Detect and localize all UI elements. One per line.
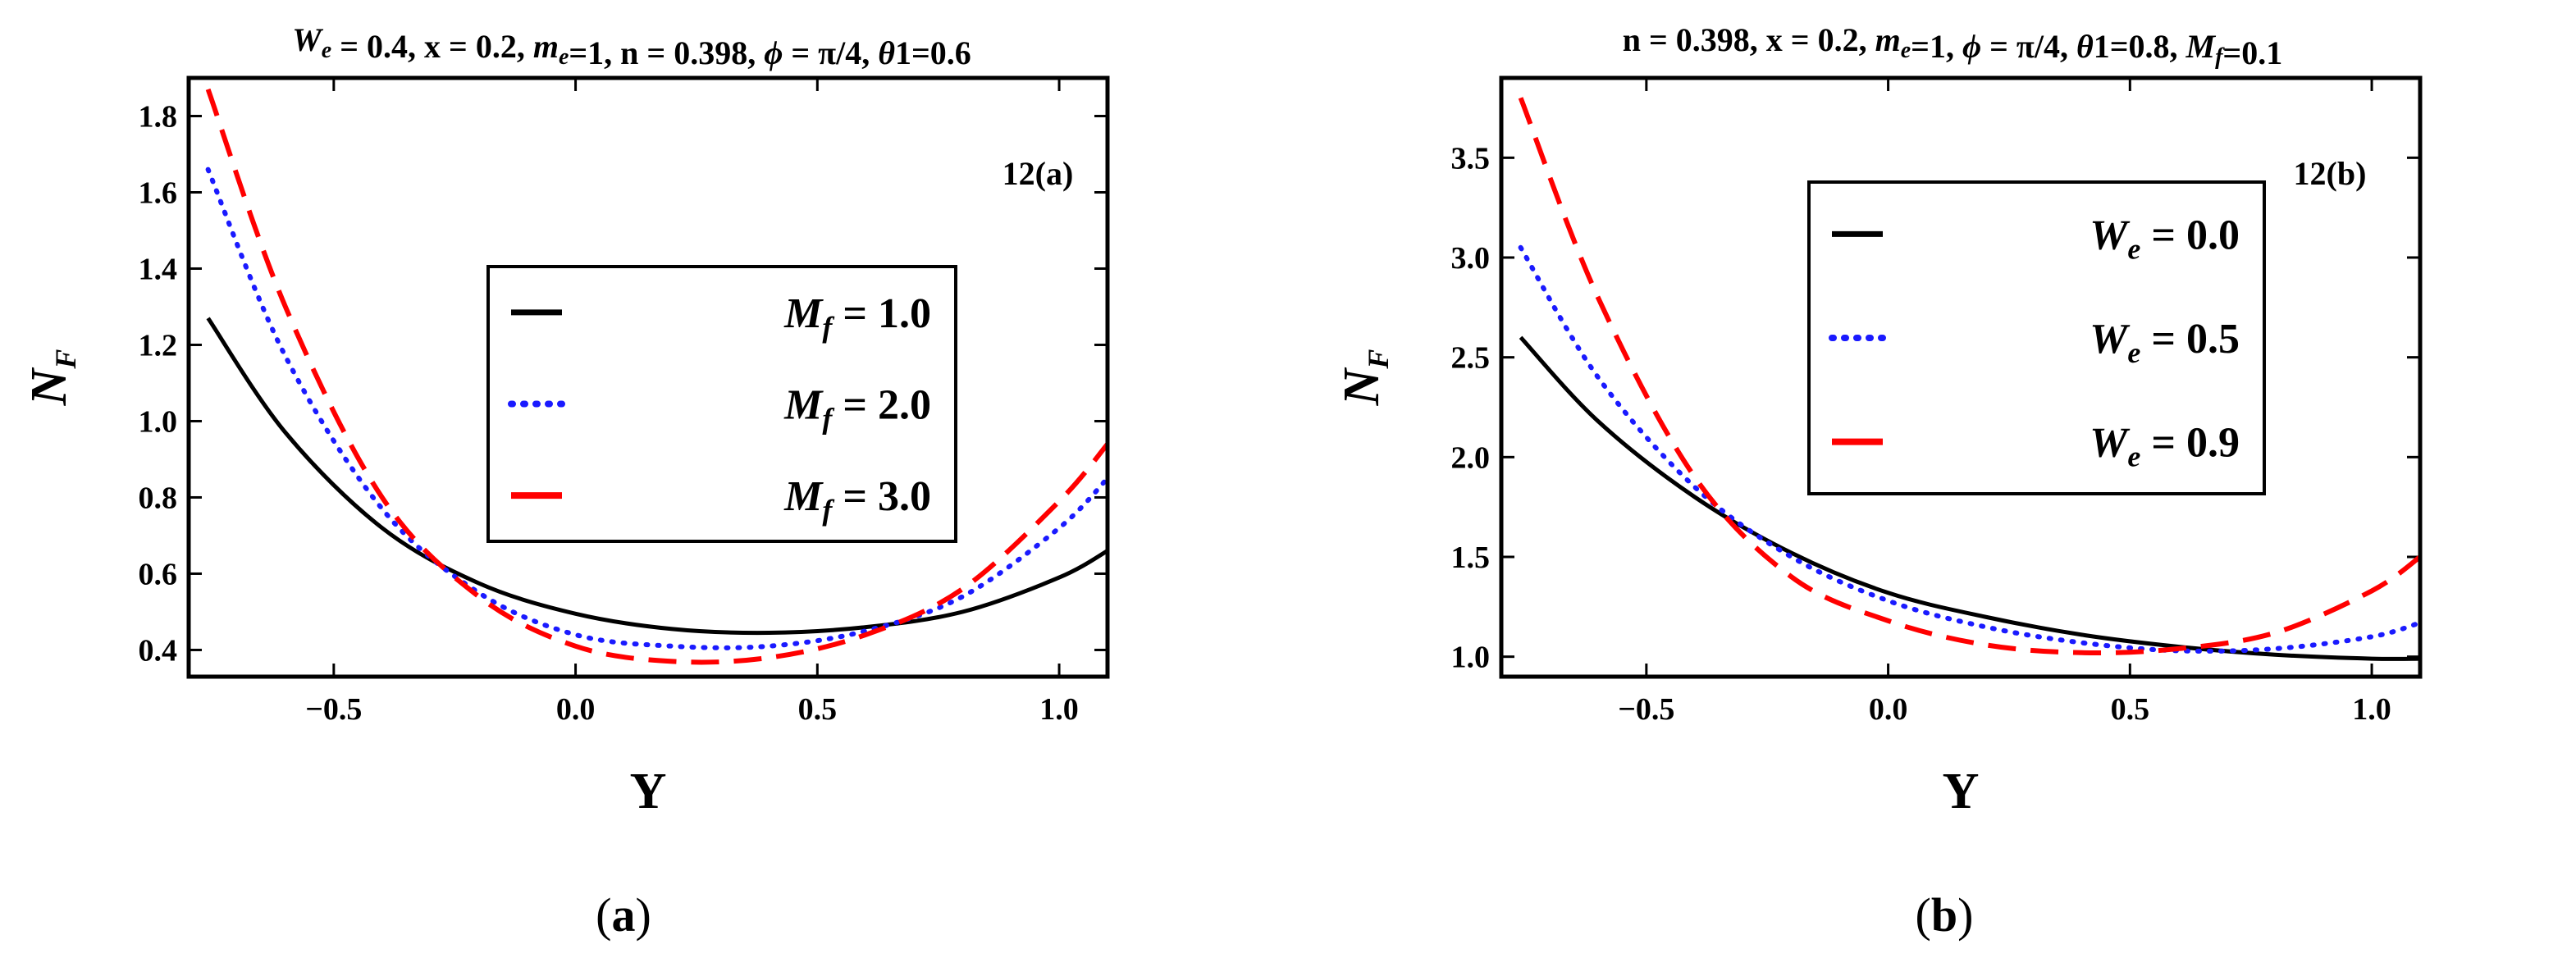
legend-symbol-sub: f [822, 311, 834, 344]
y-tick-label: 0.4 [139, 633, 178, 668]
series-line-1 [206, 317, 1108, 636]
y-tick-label: 1.4 [139, 252, 178, 286]
x-axis-label: Y [1943, 764, 1980, 819]
title-part: =1, n = 0.398, [569, 34, 764, 71]
title-part: = π/4, [783, 34, 878, 71]
legend-value: = 2.0 [832, 382, 931, 429]
y-tick-label: 1.2 [139, 328, 178, 363]
title-part: = π/4, [1981, 28, 2076, 65]
title-part: n = 0.398, x = 0.2, [1623, 21, 1875, 58]
legend: Mf = 1.0Mf = 2.0Mf = 3.0 [486, 265, 957, 543]
title-part: =1, [1911, 28, 1962, 65]
y-tick-label: 1.0 [139, 404, 178, 439]
caption-b: (b) [1916, 888, 1974, 942]
legend-value: = 0.9 [2140, 420, 2240, 467]
y-tick-label: 0.8 [139, 481, 178, 515]
legend-symbol: W [2090, 420, 2131, 467]
y-axis-label-sub: F [1362, 349, 1395, 370]
x-tick-label: 0.5 [798, 692, 838, 727]
title-part: ϕ [1962, 28, 1981, 65]
legend-value: = 0.5 [2140, 316, 2240, 363]
legend: We = 0.0We = 0.5We = 0.9 [1807, 180, 2266, 495]
series-line-3 [205, 88, 1108, 665]
legend-label-2: Mf = 2.0 [783, 382, 931, 436]
legend-value: = 3.0 [832, 473, 931, 520]
series-line-2 [205, 166, 1108, 650]
y-axis-label: NF [21, 349, 82, 407]
panel-tag: 12(b) [2294, 155, 2367, 192]
series-line-3 [1518, 97, 2420, 655]
title-part: m [533, 28, 559, 65]
y-tick-label: 2.5 [1451, 341, 1491, 376]
series-line-2 [1518, 244, 2420, 654]
legend-label-3: We = 0.9 [2090, 420, 2240, 473]
legend-symbol: W [2090, 316, 2131, 363]
title-part: θ [878, 34, 895, 71]
title-part: 1=0.6 [895, 34, 971, 71]
title-part: m [1875, 21, 1901, 58]
title-part: M [2185, 28, 2217, 65]
title-part: θ [2076, 28, 2094, 65]
legend-label-1: Mf = 1.0 [783, 290, 931, 344]
y-tick-label: 2.0 [1451, 440, 1491, 475]
y-axis-label-main: N [21, 367, 77, 406]
chart-panel-b: n = 0.398, x = 0.2, me=1, ϕ = π/4, θ1=0.… [1334, 21, 2423, 819]
legend-symbol: M [783, 382, 824, 429]
caption-a: (a) [596, 888, 651, 942]
title-part: e [559, 44, 569, 70]
y-tick-label: 3.5 [1451, 141, 1491, 176]
title-part: 1=0.8, [2094, 28, 2186, 65]
title-part: e [322, 38, 331, 63]
legend-label-3: Mf = 3.0 [783, 473, 931, 527]
x-axis-label: Y [630, 764, 667, 819]
legend-symbol-sub: e [2127, 232, 2140, 265]
legend-value: = 0.0 [2140, 212, 2240, 258]
y-tick-label: 1.6 [139, 176, 178, 210]
x-tick-label: −0.5 [305, 692, 362, 727]
title-part: = 0.4, x = 0.2, [331, 28, 533, 65]
legend-symbol-sub: f [822, 403, 834, 436]
y-tick-label: 1.5 [1451, 541, 1491, 575]
series-line-1 [1519, 335, 2420, 661]
chart-panel-a: We = 0.4, x = 0.2, me=1, n = 0.398, ϕ = … [21, 21, 1110, 819]
legend-symbol-sub: e [2127, 440, 2140, 473]
y-axis-label: NF [1334, 349, 1395, 407]
title-part: e [1901, 38, 1911, 63]
chart-title: n = 0.398, x = 0.2, me=1, ϕ = π/4, θ1=0.… [1623, 21, 2282, 71]
x-tick-label: 0.5 [2111, 692, 2150, 727]
legend-symbol: M [783, 290, 824, 337]
x-tick-label: 1.0 [2352, 692, 2391, 727]
x-tick-label: 1.0 [1039, 692, 1079, 727]
title-part: W [292, 21, 323, 58]
chart-title: We = 0.4, x = 0.2, me=1, n = 0.398, ϕ = … [292, 21, 971, 71]
y-tick-label: 1.8 [139, 99, 178, 134]
y-tick-label: 3.0 [1451, 241, 1491, 276]
legend-symbol-sub: f [822, 494, 834, 527]
legend-label-1: We = 0.0 [2090, 212, 2240, 265]
y-axis-label-main: N [1334, 367, 1390, 406]
y-tick-label: 1.0 [1451, 641, 1491, 675]
legend-box [486, 265, 957, 543]
legend-symbol: W [2090, 212, 2131, 258]
y-axis-label-sub: F [49, 349, 82, 370]
plot-frame [186, 75, 1110, 679]
plot-frame [1499, 75, 2423, 679]
x-tick-label: 0.0 [1869, 692, 1908, 727]
legend-label-2: We = 0.5 [2090, 316, 2240, 369]
legend-symbol: M [783, 473, 824, 520]
title-part: =0.1 [2222, 34, 2282, 71]
panel-tag: 12(a) [1003, 155, 1074, 192]
legend-value: = 1.0 [832, 290, 931, 337]
title-part: f [2215, 44, 2225, 70]
y-tick-label: 0.6 [139, 557, 178, 591]
title-part: ϕ [764, 34, 783, 71]
legend-symbol-sub: e [2127, 336, 2140, 369]
x-tick-label: −0.5 [1618, 692, 1674, 727]
x-tick-label: 0.0 [556, 692, 596, 727]
